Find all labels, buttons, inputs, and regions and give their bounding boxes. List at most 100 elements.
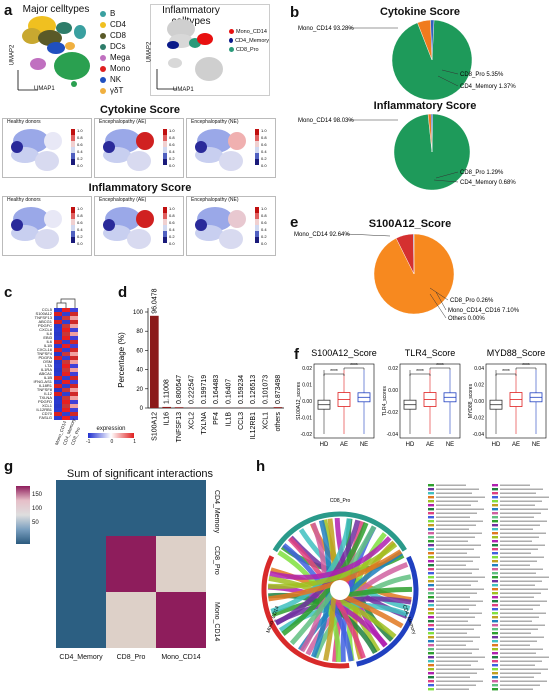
x-tick-label: XCL2 [188, 412, 195, 430]
umap-left-plot [14, 14, 98, 94]
colorbar-tick: 0.2 [169, 156, 175, 161]
legend-swatch [492, 604, 498, 606]
interaction-cell [56, 536, 106, 592]
colorbar-step [163, 225, 167, 231]
legend-swatch [492, 560, 498, 562]
legend-entry-line [500, 549, 538, 550]
legend-entry-line [500, 657, 549, 658]
colorbar-tick: 0.8 [261, 213, 267, 218]
legend-label: CD4 [110, 20, 126, 29]
feature-colorbar: 1.00.80.60.40.20.0 [71, 128, 83, 168]
y-axis-label: Percentage (%) [117, 332, 126, 388]
heatmap-cell [62, 340, 70, 344]
legend-swatch [492, 620, 498, 622]
heatmap-cell [62, 356, 70, 360]
heatmap-cell [54, 352, 62, 356]
colorbar-tick: 1.0 [261, 128, 267, 133]
heatmap-cell [54, 356, 62, 360]
x-tick-label: IL1B [226, 412, 233, 427]
colorbar-step [255, 213, 259, 219]
bar-value-label: 0.16407 [226, 379, 233, 404]
legend-swatch [428, 596, 434, 598]
panel-label-a: a [4, 2, 12, 19]
colorbar-step [71, 207, 75, 213]
legend-dot [100, 77, 106, 83]
feature-plot-map: 1.00.80.60.40.20.0 [187, 125, 275, 175]
legend-entry-line [436, 605, 476, 606]
legend-swatch [492, 616, 498, 618]
legend-item-6: NK [100, 74, 148, 85]
colorbar-tick: 0.0 [169, 163, 175, 168]
legend-entry-line [436, 513, 477, 514]
feature-plot-map: 1.00.80.60.40.20.0 [187, 203, 275, 253]
heatmap-cell [70, 352, 78, 356]
legend-entry-line [436, 677, 470, 678]
feature-plot-map: 1.00.80.60.40.20.0 [3, 203, 91, 253]
interaction-cell [156, 536, 206, 592]
boxplot-group-label: NE [446, 442, 454, 448]
cluster-blob-hot [228, 132, 246, 150]
heatmap-cell [70, 396, 78, 400]
legend-swatch [492, 488, 498, 490]
boxplot-ylabel: S100A12_scores [296, 381, 302, 420]
legend-entry-line [500, 621, 532, 622]
legend-swatch [492, 664, 498, 666]
colorbar-step [163, 153, 167, 159]
bar-value-label: 0.101073 [263, 375, 270, 404]
legend-item-1: CD4 [100, 19, 148, 30]
colorbar-step [163, 159, 167, 165]
legend-entry-line [436, 661, 478, 662]
colorbar-tick: 1.0 [77, 128, 83, 133]
legend-swatch [492, 500, 498, 502]
colorbar-step [163, 147, 167, 153]
interaction-cell [156, 480, 206, 536]
legend-entry-line [436, 637, 480, 638]
legend-entry-line [500, 585, 535, 586]
heatmap-grid [54, 308, 78, 420]
legend-item-4: Mega [100, 52, 148, 63]
panel-label-h: h [256, 458, 265, 475]
legend-swatch [492, 536, 498, 538]
panel-label-g: g [4, 458, 13, 475]
legend-entry-line [436, 657, 485, 658]
legend-swatch [492, 544, 498, 546]
row-label: CD8_Pro [213, 546, 220, 575]
legend-entry-line [436, 625, 481, 626]
heatmap-cell [70, 344, 78, 348]
heatmap-cell [70, 308, 78, 312]
legend-swatch [428, 688, 434, 690]
pie-s100a12: Mono_CD14 92.64%CD8_Pro 0.26%Mono_CD14_C… [290, 230, 550, 330]
legend-swatch [492, 676, 498, 678]
legend-entry-line [500, 565, 530, 566]
heatmap-cell [70, 376, 78, 380]
pie-label: Mono_CD14 93.28% [298, 26, 354, 32]
colorbar-step [255, 135, 259, 141]
legend-entry-line [500, 521, 547, 522]
legend-dot [100, 88, 106, 94]
sig-stars: **** [330, 369, 338, 375]
col-label: CD8_Pro [106, 654, 156, 661]
legend-entry-line [500, 665, 535, 666]
legend-entry-line [436, 509, 484, 510]
umap-right-xlabel: UMAP1 [173, 87, 194, 93]
colorbar-step [71, 153, 75, 159]
colorbar-tick: 0.0 [77, 241, 83, 246]
legend-entry-line [500, 605, 540, 606]
colorbar-tick: 0.0 [77, 163, 83, 168]
heatmap-cell [70, 400, 78, 404]
heatmap-cell [62, 384, 70, 388]
legend-item-7: γδT [100, 85, 148, 96]
legend-entry-line [436, 621, 468, 622]
boxplot-title: MYD88_Score [487, 348, 546, 358]
umap-major-celltypes: Major celltypes UMAP1 UMAP2 [14, 4, 98, 94]
boxplot-group-label: AE [512, 442, 520, 448]
legend-entry-line [436, 609, 469, 610]
legend-entry-line [436, 669, 484, 670]
bar-value-label: 0.199719 [201, 375, 208, 404]
colorbar-step [71, 213, 75, 219]
heatmap-cell [54, 324, 62, 328]
legend-entry-line [500, 593, 541, 594]
pie-label: Mono_CD14 98.03% [298, 118, 354, 124]
